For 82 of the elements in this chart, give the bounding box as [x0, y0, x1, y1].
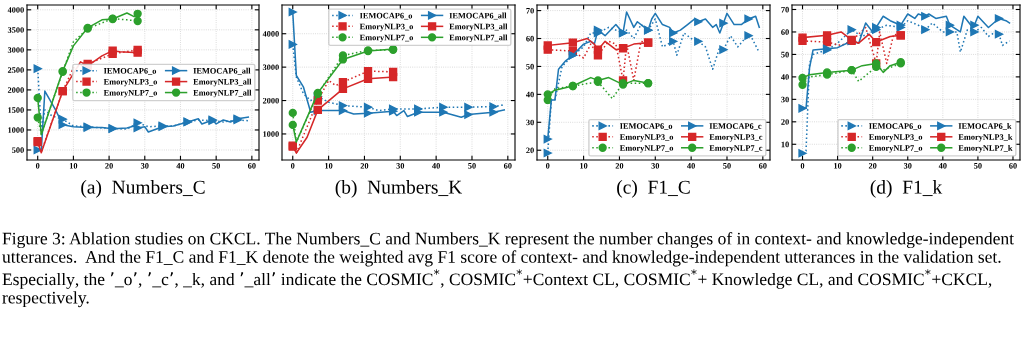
legend-label: IEMOCAP6_o [620, 123, 673, 130]
x-tick-label: 30 [140, 163, 149, 169]
legend-label: EmoryNLP3_o [619, 134, 674, 142]
y-tick-label: 50 [781, 51, 789, 58]
y-tick-label: 3000 [7, 47, 24, 53]
x-tick-label: 30 [903, 163, 912, 169]
x-tick-label: 10 [580, 163, 588, 169]
x-tick-label: 60 [758, 163, 767, 169]
legend-label: IEMOCAP6_all [193, 67, 251, 75]
y-tick-label: 40 [526, 91, 534, 98]
y-tick-label: 3000 [262, 64, 279, 71]
x-tick-label: 0 [35, 163, 40, 169]
y-tick-label: 20 [526, 147, 534, 154]
legend-label: EmoryNLP7_o [103, 90, 158, 98]
y-tick-label: 60 [526, 35, 534, 42]
legend-label: EmoryNLP3_all [193, 78, 252, 87]
y-tick-label: 20 [781, 119, 789, 125]
y-tick-label: 1500 [8, 107, 24, 113]
x-tick-label: 30 [396, 163, 405, 169]
x-tick-label: 10 [69, 163, 78, 169]
legend-label: EmoryNLP7_c [709, 145, 763, 153]
x-tick-label: 10 [325, 163, 333, 169]
legend-label: EmoryNLP3_all [449, 23, 508, 32]
x-tick-label: 40 [176, 163, 185, 169]
y-tick-label: 4000 [7, 7, 24, 13]
legend-label: EmoryNLP7_k [958, 144, 1013, 153]
y-tick-label: 70 [781, 6, 789, 13]
x-tick-label: 40 [938, 163, 947, 169]
x-tick-label: 50 [468, 163, 476, 169]
x-tick-label: 60 [247, 163, 256, 169]
legend-label: IEMOCAP6_k [958, 123, 1012, 130]
x-tick-label: 30 [651, 163, 660, 169]
legend-label: EmoryNLP7_all [449, 34, 508, 43]
x-tick-label: 0 [800, 163, 805, 169]
x-tick-label: 50 [974, 163, 982, 169]
x-tick-label: 20 [105, 163, 113, 169]
x-axis-title: (a) Numbers_C [81, 180, 205, 198]
legend-label: EmoryNLP3_o [359, 23, 414, 32]
y-tick-label: 30 [781, 96, 789, 103]
x-tick-label: 0 [545, 163, 550, 169]
x-tick-label: 50 [723, 163, 731, 169]
x-tick-label: 60 [1009, 163, 1017, 169]
x-tick-label: 0 [290, 163, 295, 169]
y-tick-label: 4000 [262, 31, 279, 37]
y-tick-label: 1000 [263, 131, 279, 137]
x-tick-label: 20 [615, 163, 624, 169]
y-tick-label: 2000 [262, 97, 279, 104]
x-tick-label: 20 [360, 163, 369, 169]
legend-label: EmoryNLP3_k [958, 133, 1013, 142]
x-axis-title: (c) F1_C [617, 180, 690, 198]
x-axis-title: (b) Numbers_K [335, 180, 463, 198]
x-tick-label: 40 [687, 163, 695, 169]
legend-label: EmoryNLP7_o [868, 145, 923, 153]
legend-label: EmoryNLP3_c [709, 134, 763, 142]
legend-label: EmoryNLP7_o [359, 34, 414, 43]
legend-label: IEMOCAP6_c [709, 123, 762, 130]
x-tick-label: 40 [432, 163, 440, 169]
x-axis-title: (d) F1_k [870, 180, 943, 198]
x-tick-label: 60 [503, 163, 512, 169]
legend-label: EmoryNLP3_o [103, 78, 158, 87]
x-tick-label: 10 [834, 163, 842, 169]
x-tick-label: 50 [212, 163, 221, 169]
y-tick-label: 2500 [7, 67, 24, 73]
y-tick-label: 500 [12, 147, 24, 153]
y-tick-label: 60 [781, 29, 789, 35]
legend-label: EmoryNLP7_o [619, 145, 674, 153]
legend-label: EmoryNLP7_all [193, 89, 252, 98]
text: Figure 3: Ablation studies on CKCL. The Numbers_C and Numbers_K represent the number changes of in context- and knowledge-independent utterances. And the F1_C and F1_K denote the weighted avg F1 score of context- and knowledge-independent utterances in the validation set. Especially, the ’_o’, ’_c’, _k, and ’_all’ indicate the COSMIC$^{*}$, COSMIC$^{*}$+Context CL, COSMIC$^{*}$+ Knowledge CL, and COSMIC$^{*}$+CKCL, respectively. [2, 232, 1014, 308]
y-tick-label: 40 [781, 74, 789, 80]
y-tick-label: 10 [781, 141, 789, 148]
x-tick-label: 20 [868, 163, 877, 169]
legend-label: IEMOCAP6_o [869, 123, 922, 130]
y-tick-label: 70 [526, 7, 534, 14]
y-tick-label: 3500 [7, 27, 24, 33]
y-tick-label: 1000 [8, 127, 24, 133]
legend-label: IEMOCAP6_o [103, 68, 157, 75]
legend-label: IEMOCAP6_all [449, 12, 507, 20]
legend-label: IEMOCAP6_o [359, 12, 413, 20]
y-tick-label: 2000 [7, 87, 24, 93]
legend-label: EmoryNLP3_o [868, 134, 923, 142]
y-tick-label: 50 [526, 63, 534, 70]
y-tick-label: 30 [526, 119, 534, 126]
